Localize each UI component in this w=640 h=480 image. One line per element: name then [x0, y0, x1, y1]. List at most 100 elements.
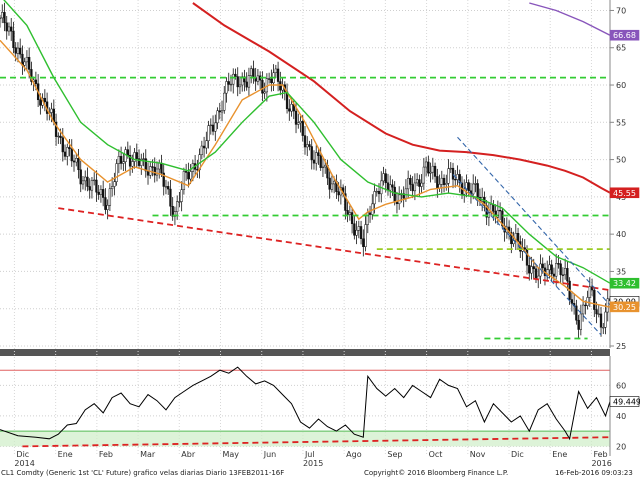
candle-body: [557, 263, 560, 265]
candle-body: [402, 193, 405, 199]
y-tick-label: 65: [616, 44, 626, 53]
candle-body: [93, 179, 96, 182]
candle-body: [368, 212, 372, 215]
candle-body: [355, 229, 358, 236]
candle-body: [398, 194, 401, 205]
candle-body: [301, 121, 304, 136]
x-month-label: Dic: [16, 450, 29, 459]
indicator-bands: [0, 369, 610, 447]
candle-body: [178, 201, 181, 203]
candle-body: [393, 186, 396, 202]
candle-body: [169, 188, 172, 207]
candle-body: [454, 179, 457, 181]
x-month-label: Nov: [470, 450, 486, 459]
candle-body: [330, 183, 334, 190]
y-tick-label: 35: [616, 267, 626, 276]
last-value-label-text: 66.68: [613, 31, 636, 40]
candle-body: [276, 68, 280, 82]
candle-body: [200, 145, 203, 155]
candle-body: [126, 149, 129, 156]
candle-body: [321, 166, 325, 169]
last-value-label-bg: [609, 301, 640, 313]
candle-body: [555, 263, 558, 277]
candle-body: [131, 161, 134, 167]
candle-body: [436, 176, 439, 189]
candle-body: [333, 180, 336, 185]
candle-body: [391, 184, 394, 188]
candle-body: [449, 167, 452, 170]
candle-body: [84, 176, 87, 182]
candle-body: [362, 238, 365, 247]
candle-body: [324, 164, 327, 168]
x-month-label: Mar: [140, 450, 156, 459]
candle-body: [445, 183, 448, 185]
candle-body: [164, 186, 168, 188]
footer: CL1 Comdty (Generic 1st 'CL' Future) gra…: [0, 468, 640, 480]
candle-body: [23, 61, 26, 66]
indicator-trend-line: [22, 436, 611, 448]
indicator-last-value-label-bg: [609, 396, 640, 407]
x-month-label: Ene: [58, 450, 73, 459]
candle-body: [162, 172, 165, 187]
last-value-label-bg: [609, 277, 640, 289]
candle-body: [229, 83, 233, 86]
candle-body: [155, 168, 159, 176]
candle-body: [86, 176, 89, 187]
candle-body: [467, 182, 470, 192]
candle-body: [474, 183, 477, 185]
candle-body: [534, 268, 538, 280]
candle-body: [39, 99, 42, 106]
candle-body: [43, 97, 47, 103]
footer-timestamp: 16-Feb-2016 09:03:23: [555, 469, 633, 477]
indicator-series: [0, 366, 611, 448]
channel-line: [457, 136, 611, 306]
candle-body: [498, 209, 502, 212]
channel-line: [452, 174, 602, 336]
candle-body: [70, 148, 73, 162]
candle-body: [106, 205, 109, 210]
candle-body: [274, 68, 277, 73]
candle-body: [1, 12, 4, 19]
candle-body: [95, 179, 98, 193]
x-year-label: 2015: [303, 459, 323, 468]
candle-body: [110, 186, 114, 190]
candle-body: [220, 110, 224, 113]
candle-body: [214, 122, 217, 132]
candle-body: [227, 81, 230, 85]
candle-body: [261, 79, 264, 94]
candle-body: [180, 189, 183, 202]
candle-body: [102, 189, 105, 198]
moving-averages: [0, 0, 611, 308]
candle-body: [90, 180, 94, 191]
x-month-label: Feb: [99, 450, 113, 459]
candle-body: [279, 81, 282, 91]
candle-body: [496, 209, 500, 218]
candle-body: [606, 298, 609, 313]
candle-body: [382, 173, 385, 182]
candle-body: [530, 266, 533, 274]
candle-body: [12, 30, 15, 48]
candle-body: [245, 81, 248, 88]
candle-body: [389, 184, 392, 191]
candle-body: [14, 47, 17, 54]
candle-body: [133, 152, 136, 162]
candle-body: [418, 179, 421, 187]
candle-body: [431, 165, 434, 173]
footer-copyright: Copyright© 2016 Bloomberg Finance L.P.: [364, 469, 509, 477]
moving-average-line: [0, 39, 611, 308]
candle-body: [140, 158, 143, 166]
candle-body: [602, 327, 605, 329]
candle-body: [232, 73, 235, 85]
x-month-label: Jul: [304, 450, 315, 459]
candle-body: [104, 197, 107, 210]
candle-body: [223, 92, 226, 111]
candle-body: [559, 263, 562, 276]
candle-body: [319, 155, 322, 168]
y-tick-label: 25: [616, 342, 626, 351]
candle-body: [427, 161, 430, 174]
candle-body: [236, 76, 239, 88]
candle-body: [411, 184, 414, 192]
candle-body: [270, 78, 273, 84]
candle-body: [563, 268, 567, 276]
last-value-label: 30.25: [609, 301, 640, 313]
